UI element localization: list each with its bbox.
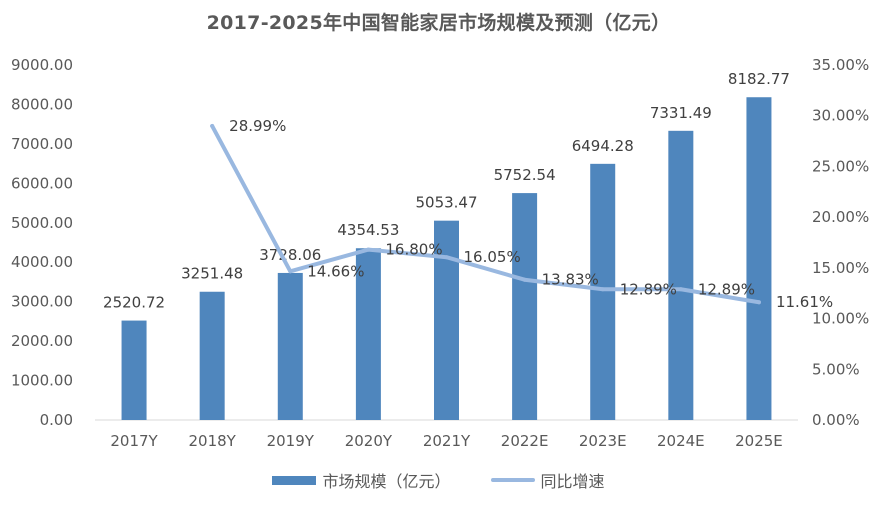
x-tick-label: 2025E [735,432,783,450]
bar [746,97,772,421]
legend-line-swatch [490,478,535,482]
bar [355,248,381,420]
x-tick-label: 2024E [657,432,705,450]
line-data-label: 12.89% [698,280,755,298]
x-tick-label: 2022E [501,432,549,450]
x-tick-label: 2019Y [267,432,315,450]
y-right-tick-label: 0.00% [812,411,860,429]
line-data-label: 14.66% [307,262,364,280]
x-tick-label: 2021Y [423,432,471,450]
line-data-label: 16.80% [385,241,442,259]
bar-data-label: 2520.72 [103,294,165,312]
bar-data-label: 3728.06 [259,246,321,264]
bar-data-label: 5053.47 [415,194,477,212]
y-left-tick-label: 8000.00 [11,95,73,113]
line-data-label: 11.61% [776,293,833,311]
growth-line [210,123,761,305]
y-right-tick-label: 5.00% [812,360,860,378]
bar [590,163,616,420]
y-right-tick-label: 10.00% [812,310,869,328]
bar-data-label: 7331.49 [650,104,712,122]
y-left-tick-label: 6000.00 [11,174,73,192]
line-point [522,277,527,282]
legend-item-bar[interactable]: 市场规模（亿元） [272,468,451,492]
bar [668,130,694,420]
line-point [444,255,449,260]
bar [199,291,225,420]
y-left-tick-label: 3000.00 [11,293,73,311]
legend-bar-label: 市场规模（亿元） [322,472,451,491]
line-data-label: 12.89% [620,280,677,298]
y-left-tick-label: 4000.00 [11,253,73,271]
x-tick-label: 2020Y [345,432,393,450]
legend: 市场规模（亿元） 同比增速 [0,468,877,492]
y-right-tick-label: 35.00% [812,56,869,74]
y-left-tick-label: 2000.00 [11,332,73,350]
line-point [366,247,371,252]
x-tick-label: 2023E [579,432,627,450]
y-left-tick-label: 9000.00 [11,56,73,74]
legend-bar-swatch [272,475,317,485]
bar [277,272,303,420]
bar-data-label: 4354.53 [337,221,399,239]
line-point [288,269,293,274]
y-right-tick-label: 15.00% [812,259,869,277]
y-left-tick-label: 1000.00 [11,372,73,390]
line-point [678,287,683,292]
y-left-tick-label: 7000.00 [11,135,73,153]
bar [512,193,538,420]
line-point [756,300,761,305]
y-left-tick-label: 5000.00 [11,214,73,232]
line-point [210,123,215,128]
bar-data-label: 6494.28 [572,137,634,155]
legend-line-label: 同比增速 [540,472,605,491]
x-tick-label: 2018Y [188,432,236,450]
bar-data-label: 3251.48 [181,265,243,283]
line-point [600,287,605,292]
bar-data-label: 8182.77 [728,70,790,88]
x-tick-label: 2017Y [110,432,158,450]
chart-title: 2017-2025年中国智能家居市场规模及预测（亿元） [206,12,671,34]
y-right-tick-label: 20.00% [812,208,869,226]
line-data-label: 13.83% [542,271,599,289]
y-right-tick-label: 30.00% [812,107,869,125]
line-data-label: 16.05% [464,248,521,266]
bar [434,220,459,420]
y-left-tick-label: 0.00 [40,411,73,429]
bar-data-label: 5752.54 [494,166,556,184]
line-data-label: 28.99% [229,117,286,135]
legend-item-line[interactable]: 同比增速 [490,468,605,492]
bar [121,320,147,420]
y-right-tick-label: 25.00% [812,157,869,175]
